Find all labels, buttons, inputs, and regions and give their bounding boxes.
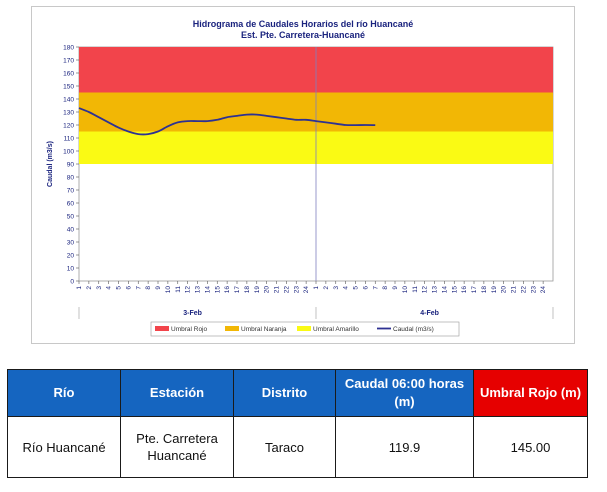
x-tick-label: 5 bbox=[353, 286, 360, 290]
y-tick-label: 140 bbox=[63, 96, 74, 103]
legend-label: Umbral Naranja bbox=[241, 326, 287, 333]
day-label: 4-Feb bbox=[420, 310, 439, 317]
y-tick-label: 160 bbox=[63, 70, 74, 77]
x-tick-label: 8 bbox=[145, 286, 152, 290]
header-distrito: Distrito bbox=[233, 369, 336, 417]
x-tick-label: 11 bbox=[412, 286, 419, 293]
x-tick-label: 16 bbox=[224, 286, 231, 294]
y-tick-label: 80 bbox=[67, 174, 75, 181]
x-tick-label: 17 bbox=[471, 286, 478, 294]
x-tick-label: 8 bbox=[382, 286, 389, 290]
cell-rio: Río Huancané bbox=[7, 416, 121, 478]
x-tick-label: 20 bbox=[501, 286, 508, 294]
x-tick-label: 23 bbox=[293, 286, 300, 294]
hydrograph-chart: 0102030405060708090100110120130140150160… bbox=[47, 44, 554, 337]
x-tick-label: 15 bbox=[214, 286, 221, 294]
y-tick-label: 110 bbox=[64, 135, 75, 142]
header-caudal: Caudal 06:00 horas (m) bbox=[335, 369, 474, 417]
x-tick-label: 4 bbox=[343, 286, 350, 290]
x-tick-label: 20 bbox=[264, 286, 271, 294]
x-tick-label: 4 bbox=[106, 286, 113, 290]
x-tick-label: 9 bbox=[155, 286, 162, 290]
cell-estacion: Pte. Carretera Huancané bbox=[120, 416, 234, 478]
legend-swatch bbox=[297, 326, 311, 331]
legend-label: Umbral Amarillo bbox=[313, 326, 359, 333]
y-tick-label: 90 bbox=[67, 161, 75, 168]
y-tick-label: 50 bbox=[67, 213, 75, 220]
x-tick-label: 2 bbox=[86, 286, 93, 290]
y-tick-label: 170 bbox=[63, 57, 74, 64]
x-tick-label: 14 bbox=[204, 286, 211, 294]
x-tick-label: 6 bbox=[362, 286, 369, 290]
x-tick-label: 18 bbox=[244, 286, 251, 294]
x-tick-label: 10 bbox=[165, 286, 172, 294]
x-tick-label: 13 bbox=[195, 286, 202, 294]
legend-swatch bbox=[225, 326, 239, 331]
legend-label: Umbral Rojo bbox=[171, 326, 208, 333]
x-tick-label: 12 bbox=[185, 286, 192, 294]
header-umbral-rojo: Umbral Rojo (m) bbox=[473, 369, 588, 417]
x-tick-label: 3 bbox=[96, 286, 103, 290]
cell-caudal: 119.9 bbox=[335, 416, 474, 478]
cell-umbral-rojo: 145.00 bbox=[473, 416, 588, 478]
x-tick-label: 7 bbox=[372, 286, 379, 290]
legend-swatch bbox=[155, 326, 169, 331]
y-tick-label: 100 bbox=[63, 148, 74, 155]
x-tick-label: 13 bbox=[432, 286, 439, 294]
y-tick-label: 30 bbox=[67, 239, 75, 246]
chart-title: Hidrograma de Caudales Horarios del río … bbox=[192, 19, 414, 29]
x-tick-label: 11 bbox=[175, 286, 182, 293]
x-tick-label: 9 bbox=[392, 286, 399, 290]
x-tick-label: 1 bbox=[76, 286, 83, 290]
cell-distrito: Taraco bbox=[233, 416, 336, 478]
header-rio: Río bbox=[7, 369, 121, 417]
y-tick-label: 130 bbox=[63, 109, 74, 116]
x-tick-label: 21 bbox=[274, 286, 281, 294]
x-tick-label: 10 bbox=[402, 286, 409, 294]
table-row: Río Huancané Pte. Carretera Huancané Tar… bbox=[7, 416, 588, 478]
x-tick-label: 17 bbox=[234, 286, 241, 294]
chart-subtitle: Est. Pte. Carretera-Huancané bbox=[240, 30, 366, 40]
x-tick-label: 23 bbox=[530, 286, 537, 294]
x-tick-label: 16 bbox=[461, 286, 468, 294]
x-tick-label: 19 bbox=[491, 286, 498, 294]
legend-label: Caudal (m3/s) bbox=[393, 326, 434, 333]
x-tick-label: 21 bbox=[511, 286, 518, 294]
x-tick-label: 2 bbox=[323, 286, 330, 290]
y-tick-label: 70 bbox=[67, 187, 75, 194]
y-tick-label: 0 bbox=[70, 278, 74, 285]
y-tick-label: 10 bbox=[67, 265, 75, 272]
x-tick-label: 1 bbox=[313, 286, 320, 290]
y-axis-label: Caudal (m3/s) bbox=[47, 141, 54, 187]
table-header-row: Río Estación Distrito Caudal 06:00 horas… bbox=[7, 369, 588, 417]
y-tick-label: 20 bbox=[67, 252, 75, 259]
x-tick-label: 5 bbox=[116, 286, 123, 290]
x-tick-label: 24 bbox=[303, 286, 310, 294]
x-tick-label: 18 bbox=[481, 286, 488, 294]
y-tick-label: 120 bbox=[63, 122, 74, 129]
x-tick-label: 12 bbox=[422, 286, 429, 294]
y-tick-label: 180 bbox=[63, 44, 74, 51]
x-tick-label: 14 bbox=[441, 286, 448, 294]
y-tick-label: 60 bbox=[67, 200, 75, 207]
x-tick-label: 24 bbox=[540, 286, 547, 294]
y-tick-label: 150 bbox=[63, 83, 74, 90]
header-estacion: Estación bbox=[120, 369, 234, 417]
x-tick-label: 22 bbox=[520, 286, 527, 294]
x-tick-label: 22 bbox=[283, 286, 290, 294]
x-tick-label: 19 bbox=[254, 286, 261, 294]
x-tick-label: 3 bbox=[333, 286, 340, 290]
day-label: 3-Feb bbox=[183, 310, 202, 317]
y-tick-label: 40 bbox=[67, 226, 75, 233]
x-tick-label: 6 bbox=[125, 286, 132, 290]
info-table: Río Estación Distrito Caudal 06:00 horas… bbox=[7, 369, 588, 478]
x-tick-label: 7 bbox=[135, 286, 142, 290]
series-line-caudal bbox=[78, 107, 376, 136]
x-tick-label: 15 bbox=[451, 286, 458, 294]
chart-frame: Hidrograma de Caudales Horarios del río … bbox=[31, 6, 575, 344]
